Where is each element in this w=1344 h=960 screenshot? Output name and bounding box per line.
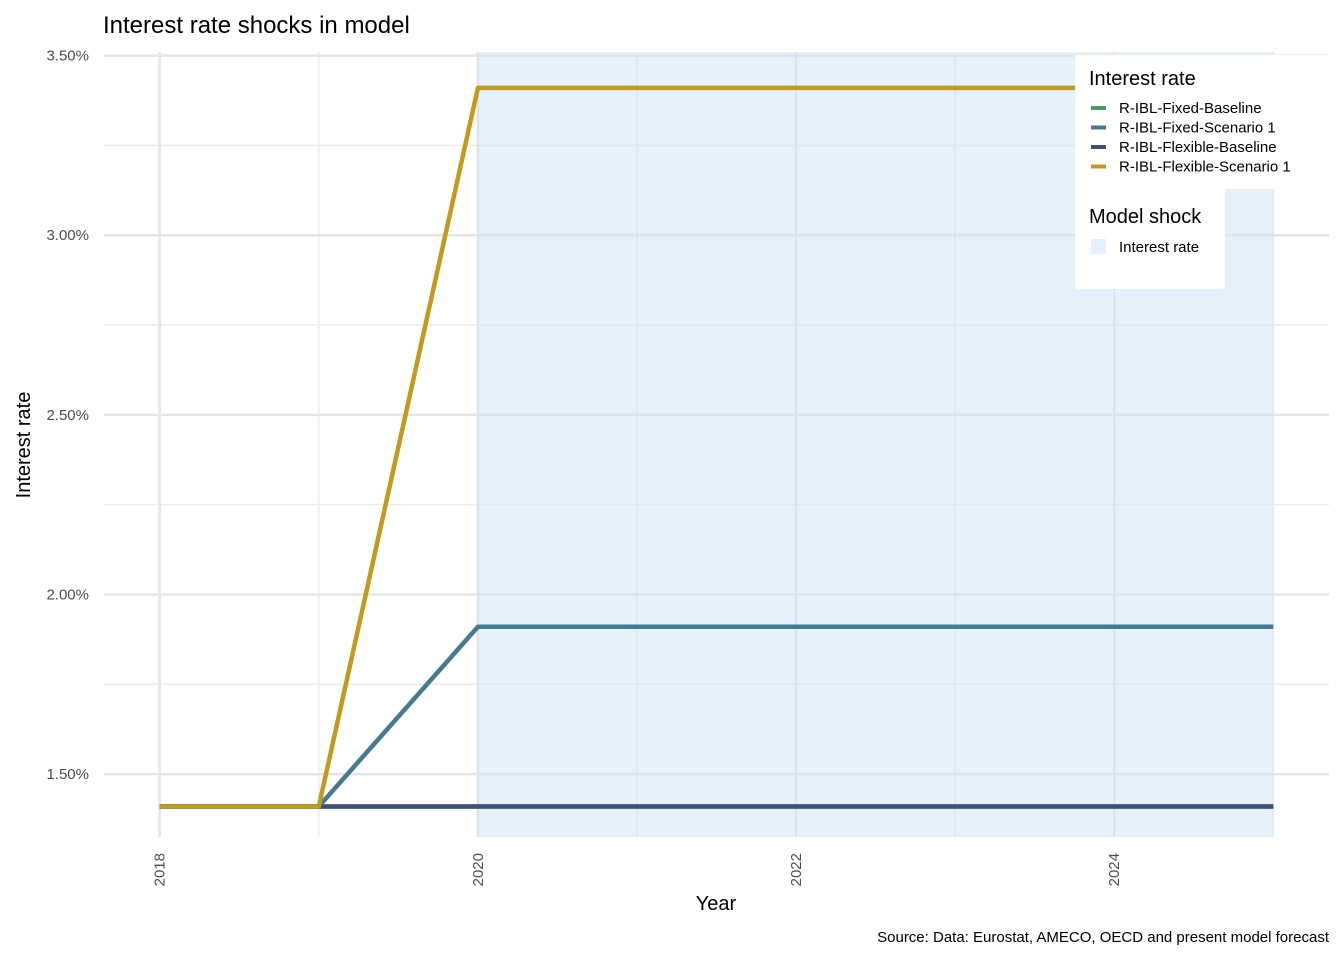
x-tick-label: 2024 [1106,853,1123,886]
y-tick-label: 2.00% [46,586,89,603]
legend-label: R-IBL-Fixed-Baseline [1119,100,1262,117]
legend-box-lines [1075,55,1332,189]
y-tick-label: 3.50% [46,48,89,65]
x-tick-label: 2022 [788,853,805,886]
x-axis-title: Year [696,893,737,915]
legend-label-shock: Interest rate [1119,239,1199,256]
x-tick-label: 2018 [152,853,169,886]
y-axis-title: Interest rate [13,392,35,499]
x-tick-label: 2020 [470,853,487,886]
legend-label: R-IBL-Fixed-Scenario 1 [1119,120,1276,137]
legend-title-lines: Interest rate [1089,68,1196,90]
legend: Interest rate R-IBL-Fixed-BaselineR-IBL-… [1075,55,1332,289]
legend-items: R-IBL-Fixed-Baseline R-IBL-Fixed-Scenario… [1091,100,1291,176]
legend-label: R-IBL-Flexible-Scenario 1 [1119,159,1291,176]
y-tick-label: 3.00% [46,227,89,244]
source-caption: Source: Data: Eurostat, AMECO, OECD and … [877,929,1330,946]
y-tick-label: 1.50% [46,766,89,783]
y-tick-label: 2.50% [46,407,89,424]
series-line [159,624,1274,809]
legend-key-shock [1091,239,1106,254]
legend-title-shock: Model shock [1089,206,1202,228]
chart-title: Interest rate shocks in model [103,12,410,39]
legend-label: R-IBL-Flexible-Baseline [1119,139,1277,156]
